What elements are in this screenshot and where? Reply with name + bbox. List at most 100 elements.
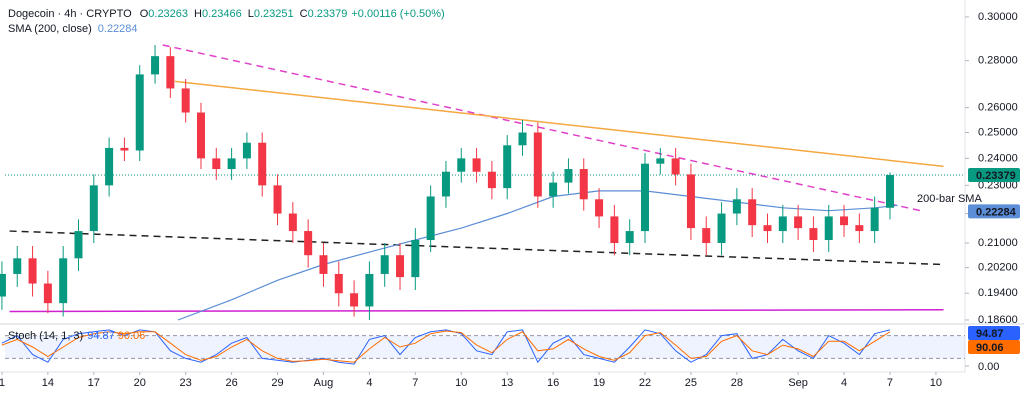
- candle-body: [641, 163, 649, 232]
- y-tick-label: 0.25000: [978, 126, 1018, 138]
- x-tick-label: 16: [547, 377, 559, 389]
- candle-body: [824, 216, 833, 241]
- trend-line: [162, 44, 921, 212]
- x-tick-label: 7: [887, 377, 893, 389]
- y-tick-label: 0.20200: [978, 262, 1018, 274]
- candle-body: [564, 169, 573, 183]
- candle-body: [487, 171, 496, 189]
- candle-body: [59, 258, 68, 304]
- candle-body: [732, 199, 741, 214]
- candle-body: [671, 158, 680, 175]
- ohlc-prefix: O: [140, 8, 149, 20]
- candle-body: [702, 228, 711, 244]
- candle-body: [212, 158, 221, 170]
- trend-line: [174, 80, 944, 168]
- candle-body: [273, 185, 282, 214]
- candle-body: [365, 273, 374, 307]
- x-tick-label: 17: [88, 377, 100, 389]
- x-tick-label: 19: [593, 377, 605, 389]
- ohlc-prefix: H: [194, 8, 202, 20]
- x-tick-label: 10: [455, 377, 467, 389]
- candle-body: [441, 171, 450, 197]
- x-tick-label: 20: [134, 377, 146, 389]
- change: +0.00116 (+0.50%): [351, 8, 444, 20]
- x-tick-label: 10: [930, 377, 942, 389]
- candle-body: [288, 213, 297, 232]
- candle-body: [411, 240, 420, 278]
- stoch-header: Stoch (14, 1, 3) 94.87 90.06: [8, 330, 145, 342]
- sma-badge-bg: [968, 204, 1020, 219]
- last-price-badge-bg: [968, 167, 1020, 182]
- x-tick-label: 25: [685, 377, 697, 389]
- candle-body: [472, 158, 481, 172]
- stoch-line: [1, 329, 891, 365]
- candle-body: [610, 216, 619, 244]
- x-tick-label: 29: [271, 377, 283, 389]
- candle-body: [120, 147, 129, 151]
- annotation: 200-bar SMA: [917, 193, 982, 205]
- candle-body: [350, 293, 359, 307]
- x-tick-label: Sep: [788, 377, 808, 389]
- y-tick-label: 0.28000: [978, 55, 1018, 67]
- y-tick-label: 0.18600: [978, 314, 1018, 326]
- candle-body: [533, 132, 542, 197]
- x-tick-label: 13: [501, 377, 513, 389]
- candle-body: [855, 225, 864, 232]
- stoch-band-fill: [5, 335, 965, 359]
- ohlc-value: 0.23263: [148, 8, 188, 20]
- stoch-line: [1, 330, 891, 363]
- candle-body: [748, 199, 757, 226]
- candle-body: [74, 231, 83, 259]
- x-tick-label: 7: [412, 377, 418, 389]
- candle-body: [242, 142, 251, 159]
- y-tick-label: 0.24000: [978, 152, 1018, 164]
- stoch-d-value: 90.06: [118, 330, 146, 342]
- candle-body: [778, 216, 787, 232]
- candle-body: [549, 182, 558, 197]
- candle-body: [809, 228, 818, 241]
- candle-body: [181, 88, 190, 113]
- sma-header: SMA (200, close) 0.22284: [8, 23, 138, 35]
- candle-body: [196, 112, 205, 159]
- candle-body: [717, 213, 726, 244]
- candle-body: [840, 216, 849, 226]
- stoch-d-badge: 90.06: [976, 342, 1004, 354]
- ohlc-value: 0.23466: [202, 8, 242, 20]
- x-tick-label: 4: [366, 377, 372, 389]
- header: Dogecoin · 4h · CRYPTO O0.23263 H0.23466 L0…: [8, 8, 445, 20]
- candle-body: [656, 158, 665, 164]
- candle-body: [334, 273, 343, 294]
- candle-body: [43, 283, 52, 304]
- stoch-k-value: 94.87: [87, 330, 115, 342]
- candle-body: [625, 231, 634, 244]
- last-price-badge: 0.23379: [976, 170, 1016, 182]
- candle-body: [105, 147, 114, 186]
- candle-body: [166, 56, 175, 89]
- stoch-d-badge-bg: [968, 340, 1020, 354]
- candle-body: [28, 258, 37, 284]
- y-tick-label: 0.23000: [978, 179, 1018, 191]
- candle-body: [885, 174, 894, 208]
- x-tick-label: 28: [731, 377, 743, 389]
- candle-body: [13, 258, 22, 274]
- stoch-k-badge-bg: [968, 326, 1020, 340]
- ohlc-value: 0.23251: [254, 8, 294, 20]
- sma-badge: 0.22284: [976, 206, 1017, 218]
- y-tick-label: 0.00: [978, 361, 999, 373]
- stoch-title: Stoch (14, 1, 3): [8, 330, 83, 342]
- candle-body: [151, 56, 160, 75]
- candle-body: [794, 216, 803, 229]
- ohlc-value: 0.23379: [308, 8, 348, 20]
- candle-body: [258, 142, 267, 186]
- candle-body: [595, 199, 604, 217]
- stoch-k-badge: 94.87: [976, 328, 1004, 340]
- y-tick-label: 0.26000: [978, 102, 1018, 114]
- candle-body: [457, 158, 466, 172]
- ohlc-prefix: C: [300, 8, 308, 20]
- candle-body: [686, 174, 695, 229]
- y-tick-label: 0.19400: [978, 287, 1018, 299]
- sma-title: SMA (200, close): [8, 23, 92, 35]
- x-tick-label: 22: [639, 377, 651, 389]
- chart-title: Dogecoin · 4h · CRYPTO: [8, 8, 132, 20]
